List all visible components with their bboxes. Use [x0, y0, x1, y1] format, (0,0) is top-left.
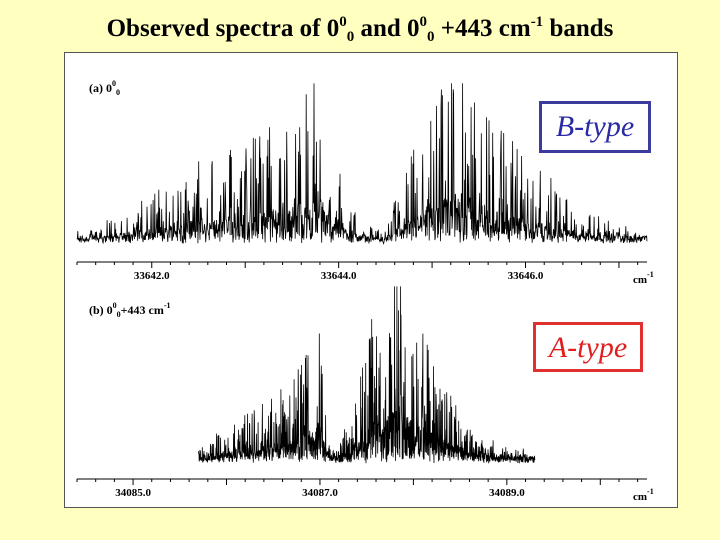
tick-label: 34089.0 — [489, 487, 525, 499]
slide-title: Observed spectra of 000 and 000 +443 cm-… — [106, 14, 614, 45]
b-type-annotation: B-type — [539, 101, 651, 153]
spectrum-trace-b — [198, 286, 536, 464]
spectrum-trace-a — [76, 83, 648, 245]
x-axis-unit-label: cm-1 — [633, 487, 654, 503]
spectra-chart: 33642.0 33644.0 33646.0 cm-1 34085.0 34087.0 3… — [76, 83, 654, 503]
tick-label: 33642.0 — [134, 270, 170, 282]
tick-label: 34087.0 — [302, 487, 338, 499]
panel-a-label: (a) 000 — [89, 79, 120, 97]
tick-label: 33646.0 — [508, 270, 544, 282]
tick-label: 33644.0 — [321, 270, 357, 282]
tick-label: 34085.0 — [115, 487, 151, 499]
spectra-panel: 33642.0 33644.0 33646.0 cm-1 34085.0 34087.0 3… — [64, 52, 678, 508]
a-type-annotation: A-type — [533, 322, 643, 372]
x-axis-unit-label: cm-1 — [633, 270, 654, 286]
panel-b-label: (b) 000+443 cm-1 — [89, 301, 171, 319]
